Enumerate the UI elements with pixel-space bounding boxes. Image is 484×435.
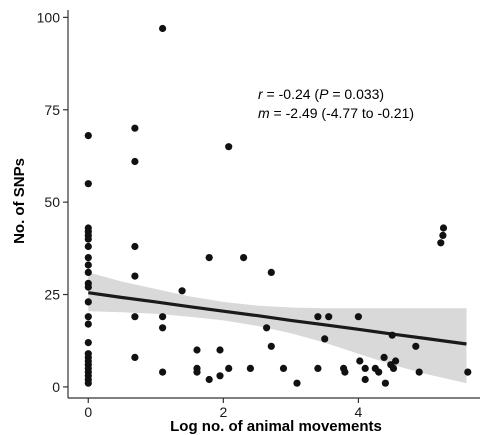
x-axis-title: Log no. of animal movements [170,418,382,435]
data-point [84,261,92,269]
data-point [392,357,400,365]
data-point [84,339,92,347]
data-point [375,368,383,376]
data-point [415,368,423,376]
data-point [84,379,92,387]
data-point [437,239,445,247]
data-point [263,324,271,332]
data-point [361,364,369,372]
annotation-r-value: = -0.24 ( [263,86,320,102]
y-axis-title: No. of SNPs [11,158,28,244]
data-point [380,353,388,361]
data-point [84,180,92,188]
data-point [314,364,322,372]
data-point [240,254,248,262]
data-point [178,287,186,295]
data-point [84,242,92,251]
data-point [131,242,139,251]
y-tick-label: 75 [44,102,60,118]
data-point [267,268,275,276]
regression-line-layer [88,291,467,346]
data-point [325,313,333,321]
data-point [193,368,201,376]
data-point [84,254,92,262]
data-point [412,342,420,350]
data-point [381,379,389,387]
confidence-band-layer [88,272,467,384]
x-tick-label: 2 [219,404,227,420]
data-point [464,368,472,376]
data-point [159,324,167,332]
data-point [279,364,288,372]
data-point [356,357,364,365]
data-point [84,283,92,291]
data-point [131,157,139,166]
annotation-p-symbol: P [319,86,329,102]
data-point [361,375,369,384]
data-point [159,313,167,321]
regression-annotation-r: r = -0.24 (P = 0.033) [258,86,384,102]
data-point [159,24,167,33]
data-point [341,368,349,376]
data-point [216,372,224,380]
data-point [267,342,275,350]
data-point [388,331,396,339]
data-point [193,346,201,354]
x-tick-label: 0 [84,404,92,420]
annotation-m-value: = -2.49 (-4.77 to -0.21) [270,105,414,121]
data-point [205,375,213,384]
annotation-m-symbol: m [258,105,270,121]
data-point [216,346,224,354]
data-point [314,313,322,321]
y-tick-label: 100 [37,9,61,25]
annotation-r-symbol: r [258,86,264,102]
confidence-band [88,272,467,384]
data-point [131,313,139,321]
data-point [131,124,139,132]
regression-line [88,291,467,346]
y-tick-label: 25 [44,287,60,303]
data-point [225,364,233,372]
regression-annotation-m: m = -2.49 (-4.77 to -0.21) [258,105,414,121]
data-point [205,254,213,262]
data-point [321,335,329,343]
data-point [293,379,301,387]
data-point [389,364,398,372]
data-points-layer [84,24,472,387]
annotation-p-value: = 0.033) [328,86,384,102]
axes-layer: 0 25 50 75 100 0 2 4 [37,9,480,420]
data-point [131,272,139,280]
y-tick-label: 0 [52,379,60,395]
data-point [84,132,92,140]
data-point [354,313,362,321]
data-point [84,235,92,243]
data-point [246,364,254,372]
x-tick-label: 4 [355,404,363,420]
data-point [439,231,447,239]
data-point [84,298,92,306]
data-point [84,313,92,321]
data-point [131,353,139,361]
data-point [84,268,92,276]
y-tick-label: 50 [44,194,60,210]
data-point [84,320,92,328]
data-point [439,224,448,232]
data-point [225,143,233,151]
data-point [159,368,167,376]
